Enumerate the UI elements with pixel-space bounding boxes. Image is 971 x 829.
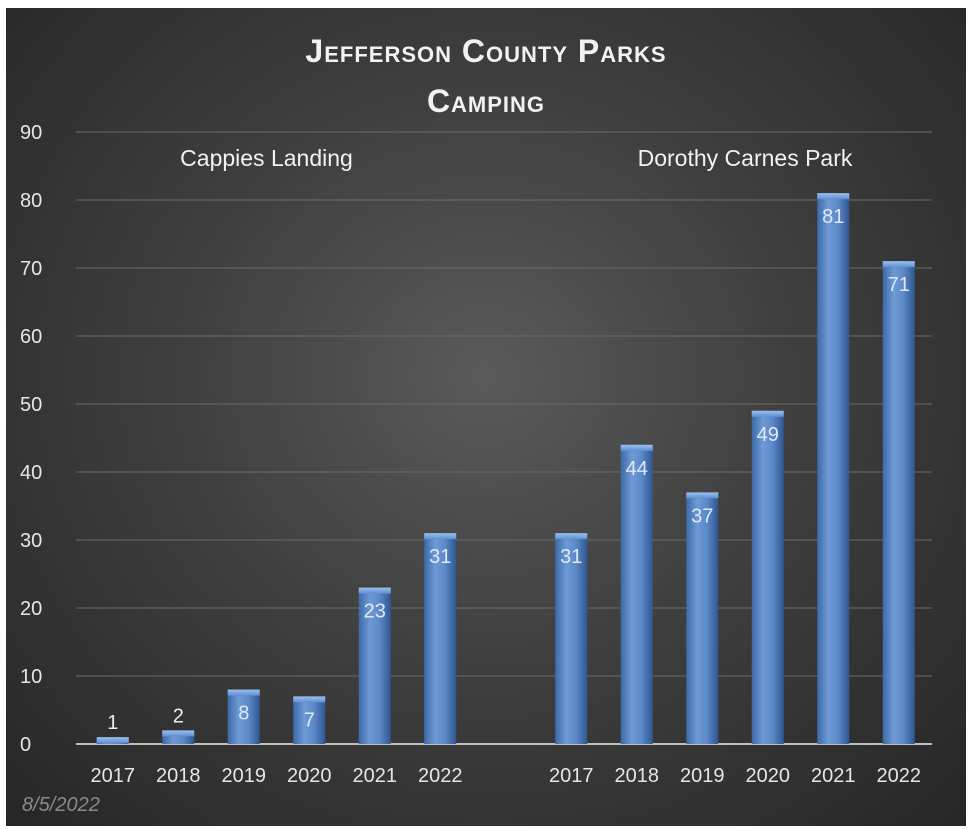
group-label: Dorothy Carnes Park bbox=[638, 145, 853, 171]
data-label: 2 bbox=[173, 705, 184, 727]
x-tick-label: 2021 bbox=[353, 765, 398, 787]
x-tick-label: 2022 bbox=[877, 765, 922, 787]
data-label: 7 bbox=[304, 709, 315, 731]
chart-frame: Jefferson County Parks Camping 0 10 20 30 40… bbox=[6, 8, 966, 826]
y-tick-label: 40 bbox=[20, 462, 42, 484]
bar-cap bbox=[424, 533, 457, 540]
y-tick-label: 50 bbox=[20, 394, 42, 416]
x-tick-label: 2019 bbox=[222, 765, 267, 787]
bar bbox=[620, 444, 653, 744]
bar-cap bbox=[620, 444, 653, 451]
x-tick-label: 2017 bbox=[549, 765, 594, 787]
data-label: 31 bbox=[560, 546, 582, 568]
date-stamp: 8/5/2022 bbox=[22, 794, 100, 816]
data-label: 31 bbox=[429, 546, 451, 568]
x-tick-label: 2022 bbox=[418, 765, 463, 787]
bar bbox=[293, 696, 326, 744]
data-label: 8 bbox=[238, 703, 249, 725]
bar bbox=[817, 193, 850, 744]
data-label: 44 bbox=[626, 458, 648, 480]
data-label: 81 bbox=[822, 206, 844, 228]
bar-cap bbox=[555, 533, 588, 540]
y-tick-label: 60 bbox=[20, 326, 42, 348]
group-label: Cappies Landing bbox=[180, 145, 353, 171]
x-tick-label: 2019 bbox=[680, 765, 725, 787]
x-tick-label: 2020 bbox=[287, 765, 332, 787]
bar bbox=[424, 533, 457, 744]
chart-title-line-2: Camping bbox=[426, 83, 546, 119]
y-axis-ticks: 0 10 20 30 40 50 60 70 80 90 bbox=[20, 122, 42, 756]
x-tick-label: 2018 bbox=[156, 765, 201, 787]
bar bbox=[751, 410, 784, 744]
bar-cap bbox=[882, 261, 915, 268]
x-axis-ticks: 2017 2018 2019 2020 2021 2022 2017 2018 2019 2020… bbox=[91, 765, 922, 787]
x-tick-label: 2021 bbox=[811, 765, 856, 787]
data-label: 37 bbox=[691, 505, 713, 527]
bar-cap bbox=[817, 193, 850, 200]
y-tick-label: 0 bbox=[20, 734, 31, 756]
y-tick-label: 90 bbox=[20, 122, 42, 144]
data-labels: 1 2 8 7 23 31 31 44 37 49 81 71 bbox=[107, 206, 910, 734]
chart-title: Jefferson County Parks Camping bbox=[6, 26, 966, 126]
data-label: 23 bbox=[364, 601, 386, 623]
y-tick-label: 10 bbox=[20, 666, 42, 688]
bar bbox=[227, 689, 260, 744]
x-tick-label: 2018 bbox=[615, 765, 660, 787]
bar-cap bbox=[227, 689, 260, 696]
y-tick-label: 80 bbox=[20, 190, 42, 212]
bar-cap bbox=[162, 730, 195, 737]
data-label: 49 bbox=[757, 424, 779, 446]
bar bbox=[882, 261, 915, 744]
gridlines bbox=[76, 131, 932, 745]
y-tick-label: 70 bbox=[20, 258, 42, 280]
bar-cap bbox=[686, 492, 719, 499]
bar bbox=[358, 587, 391, 744]
bar bbox=[555, 533, 588, 744]
plot-area: 0 10 20 30 40 50 60 70 80 90 1 2 8 7 23 31 31 44 37 49 81 71… bbox=[20, 122, 932, 787]
bar-cap bbox=[96, 737, 129, 744]
bar-cap bbox=[293, 696, 326, 703]
y-tick-label: 30 bbox=[20, 530, 42, 552]
data-label: 71 bbox=[888, 274, 910, 296]
data-label: 1 bbox=[107, 712, 118, 734]
x-tick-label: 2020 bbox=[746, 765, 791, 787]
y-tick-label: 20 bbox=[20, 598, 42, 620]
bar bbox=[686, 492, 719, 744]
x-tick-label: 2017 bbox=[91, 765, 136, 787]
bar-cap bbox=[358, 587, 391, 594]
bars bbox=[96, 193, 915, 744]
bar-cap bbox=[751, 410, 784, 417]
group-labels: Cappies Landing Dorothy Carnes Park bbox=[180, 145, 853, 171]
chart-title-line-1: Jefferson County Parks bbox=[305, 33, 667, 69]
